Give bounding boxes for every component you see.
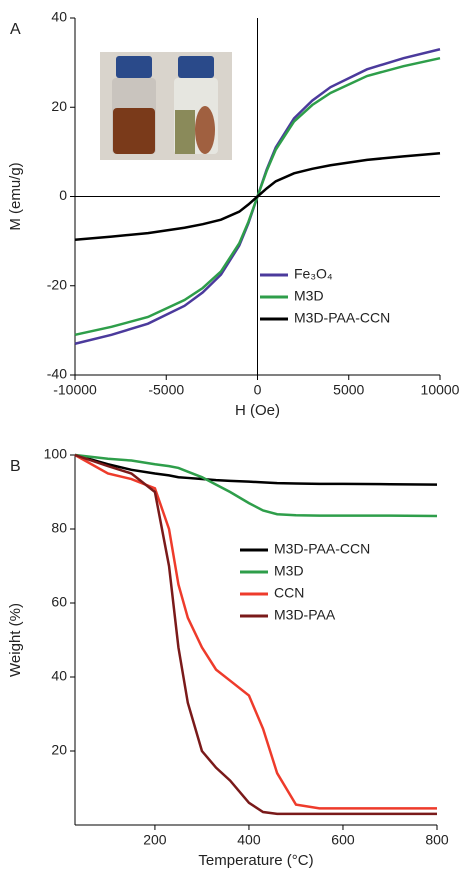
- panel-label: A: [10, 21, 21, 38]
- y-tick-label: 40: [51, 668, 67, 684]
- series-line: [74, 453, 438, 486]
- y-axis-label: M (emu/g): [7, 162, 24, 230]
- y-tick-label: 80: [51, 520, 67, 536]
- y-tick-label: 20: [51, 98, 67, 114]
- x-tick-label: 5000: [333, 382, 364, 398]
- series-line: [74, 453, 438, 518]
- y-tick-label: 100: [44, 446, 68, 462]
- series-line: [74, 151, 441, 242]
- x-tick-label: 200: [143, 832, 167, 848]
- x-tick-label: 0: [254, 382, 262, 398]
- x-axis-label: Temperature (°C): [198, 852, 313, 869]
- y-tick-label: 60: [51, 594, 67, 610]
- inset-photo: [100, 52, 232, 160]
- legend-label: M3D-PAA-CCN: [274, 541, 370, 557]
- y-tick-label: 20: [51, 742, 67, 758]
- y-tick-label: 40: [51, 9, 67, 25]
- legend-label: M3D-PAA: [274, 607, 336, 623]
- legend-label: CCN: [274, 585, 304, 601]
- legend-label: M3D-PAA-CCN: [294, 310, 390, 326]
- x-tick-label: -10000: [53, 382, 97, 398]
- series-line: [74, 453, 437, 810]
- x-tick-label: 400: [237, 832, 261, 848]
- series-line: [74, 453, 437, 816]
- y-axis-label: Weight (%): [7, 603, 24, 677]
- legend-label: M3D: [274, 563, 304, 579]
- y-tick-label: -20: [47, 276, 67, 292]
- panel-label: B: [10, 458, 21, 475]
- x-tick-label: 10000: [421, 382, 460, 398]
- legend-label: M3D: [294, 288, 324, 304]
- x-axis-label: H (Oe): [235, 402, 280, 419]
- x-tick-label: -5000: [148, 382, 184, 398]
- x-tick-label: 600: [331, 832, 355, 848]
- legend-label: Fe₃O₄: [294, 266, 333, 282]
- y-tick-label: 0: [59, 187, 67, 203]
- y-tick-label: -40: [47, 366, 67, 382]
- x-tick-label: 800: [425, 832, 449, 848]
